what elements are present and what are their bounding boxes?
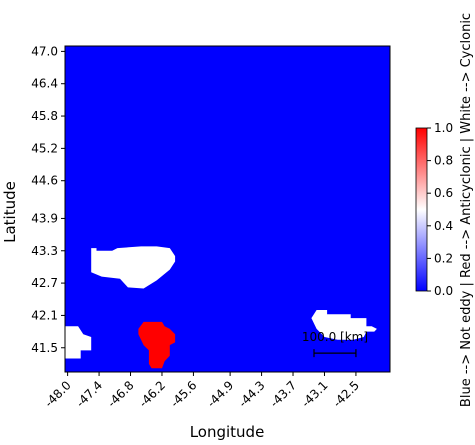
x-tick-label: -47.4	[73, 378, 105, 410]
y-tick-label: 46.4	[31, 77, 58, 91]
y-tick-label: 45.8	[31, 109, 58, 123]
colorbar-label: Blue --> Not eddy | Red --> Anticyclonic…	[459, 13, 474, 407]
plot-frame	[64, 45, 391, 373]
x-tick-label: -43.1	[299, 378, 331, 410]
x-tick-label: -43.7	[267, 378, 299, 410]
y-tick-label: 47.0	[31, 44, 58, 58]
colorbar-tick-label: 0.0	[434, 284, 453, 298]
y-tick-label: 42.7	[31, 276, 58, 290]
y-tick-label: 41.5	[31, 341, 58, 355]
x-tick-label: -44.9	[204, 378, 236, 410]
eddy-region-anticyclonic-3	[138, 321, 176, 369]
scale-bar-label: 100.0 [km]	[302, 330, 368, 344]
y-axis-ticks: 47.0 46.4 45.8 45.2 44.6 43.9 43.3 42.7 42.1 41.5	[31, 44, 65, 355]
x-tick-label: -48.0	[42, 378, 74, 410]
y-tick-label: 44.6	[31, 174, 58, 188]
x-axis-ticks: -48.0 -47.4 -46.8 -46.2 -45.6 -44.9 -44.3 -43.7…	[42, 372, 362, 410]
colorbar-tick-label: 0.4	[434, 219, 453, 233]
colorbar-tick-label: 0.6	[434, 186, 453, 200]
x-tick-label: -44.3	[236, 378, 268, 410]
x-tick-label: -45.6	[168, 378, 200, 410]
colorbar-tick-label: 0.8	[434, 154, 453, 168]
x-tick-label: -46.8	[105, 378, 137, 410]
colorbar	[415, 127, 428, 292]
eddy-regions	[65, 246, 377, 369]
eddy-region-cyclonic-1	[65, 326, 92, 359]
colorbar-tick-label: 0.2	[434, 251, 453, 265]
scale-bar: 100.0 [km]	[302, 330, 368, 358]
y-tick-label: 43.3	[31, 244, 58, 258]
x-tick-label: -46.2	[136, 378, 168, 410]
y-tick-label: 43.9	[31, 211, 58, 225]
colorbar-ticks: 0.0 0.2 0.4 0.6 0.8 1.0	[427, 121, 453, 298]
x-axis-label: Longitude	[190, 423, 265, 441]
colorbar-tick-label: 1.0	[434, 121, 453, 135]
x-tick-label: -42.5	[330, 378, 362, 410]
eddy-region-cyclonic-0	[91, 246, 176, 289]
eddy-region-cyclonic-2	[311, 310, 377, 340]
y-tick-label: 45.2	[31, 141, 58, 155]
y-axis-label: Latitude	[1, 181, 19, 243]
y-tick-label: 42.1	[31, 308, 58, 322]
